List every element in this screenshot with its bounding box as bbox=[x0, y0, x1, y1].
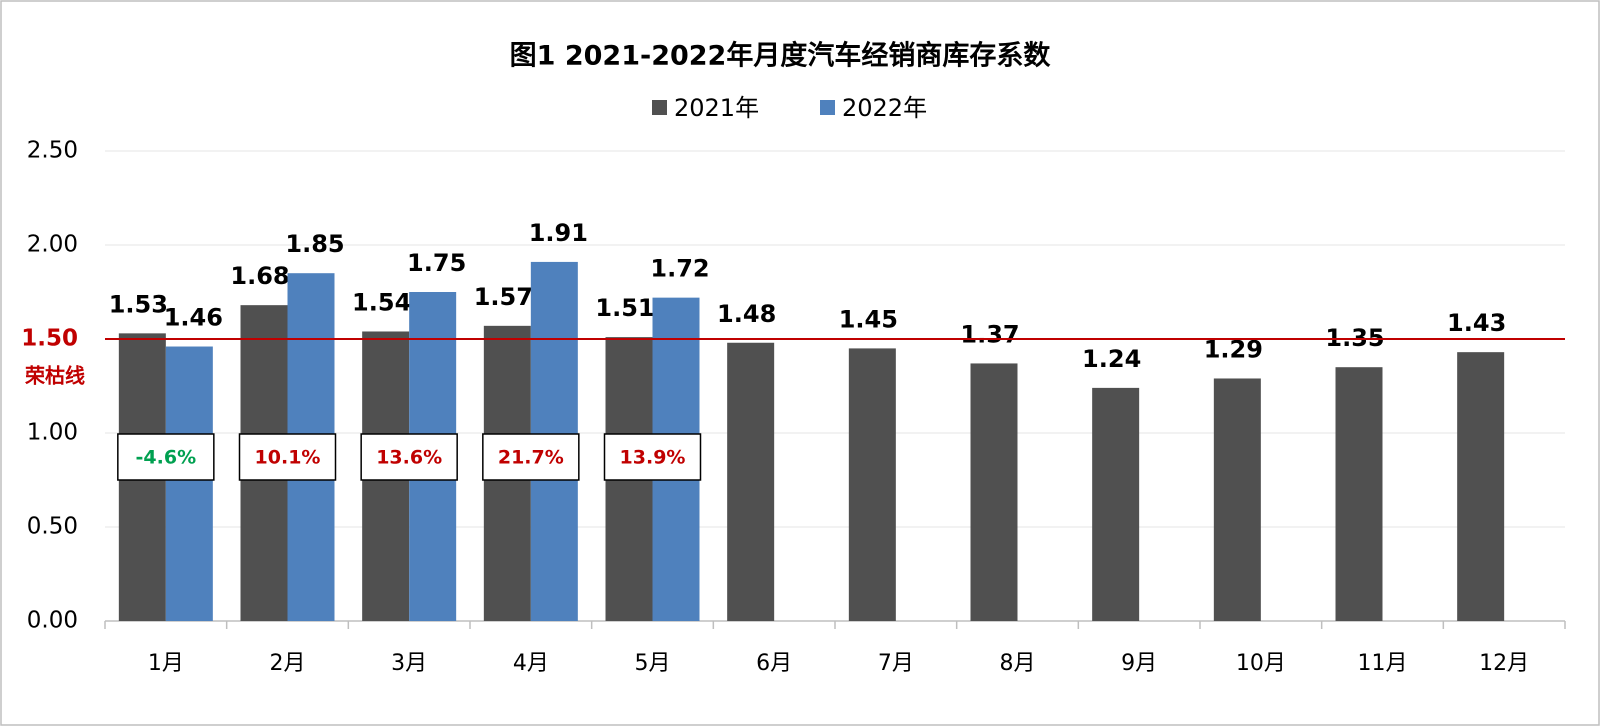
x-tick-label: 4月 bbox=[513, 651, 549, 676]
bar bbox=[848, 348, 896, 621]
bar bbox=[727, 342, 775, 621]
data-label: 1.57 bbox=[474, 283, 533, 311]
change-box bbox=[117, 433, 215, 481]
bar bbox=[1335, 367, 1383, 621]
change-box bbox=[482, 433, 580, 481]
bar bbox=[1457, 352, 1505, 621]
y-tick-label: 0.50 bbox=[27, 514, 78, 540]
change-box bbox=[238, 433, 337, 481]
x-tick-label: 10月 bbox=[1236, 651, 1286, 676]
x-tick-label: 7月 bbox=[878, 651, 914, 676]
legend-swatch bbox=[652, 100, 667, 115]
x-tick-label: 12月 bbox=[1479, 651, 1529, 676]
chart-title: 图1 2021-2022年月度汽车经销商库存系数 bbox=[510, 40, 1052, 72]
change-label: 10.1% bbox=[255, 447, 321, 469]
x-tick-label: 9月 bbox=[1121, 651, 1157, 676]
data-label: 1.51 bbox=[595, 294, 654, 322]
data-label: 1.37 bbox=[960, 320, 1019, 348]
data-label: 1.75 bbox=[407, 249, 466, 277]
x-tick-label: 8月 bbox=[1000, 651, 1036, 676]
bar bbox=[970, 363, 1018, 621]
x-tick-label: 2月 bbox=[270, 651, 306, 676]
y-tick-label: 1.50 bbox=[21, 326, 78, 352]
data-label: 1.53 bbox=[109, 290, 168, 318]
change-box bbox=[360, 433, 458, 481]
change-label: -4.6% bbox=[136, 447, 197, 469]
data-label: 1.85 bbox=[285, 230, 344, 258]
change-box bbox=[603, 433, 702, 481]
legend-swatch bbox=[820, 100, 835, 115]
y-tick-label: 2.00 bbox=[27, 232, 78, 258]
data-label: 1.54 bbox=[352, 288, 411, 316]
data-label: 1.45 bbox=[839, 305, 898, 333]
x-tick-label: 3月 bbox=[391, 651, 427, 676]
change-label: 13.6% bbox=[376, 447, 442, 469]
change-label: 21.7% bbox=[498, 447, 564, 469]
bar bbox=[1213, 378, 1261, 621]
legend-label: 2022年 bbox=[842, 94, 927, 122]
data-label: 1.48 bbox=[717, 300, 776, 328]
change-label: 13.9% bbox=[620, 447, 686, 469]
data-label: 1.24 bbox=[1082, 345, 1141, 373]
x-tick-label: 11月 bbox=[1358, 651, 1408, 676]
bar bbox=[1092, 387, 1140, 621]
data-label: 1.29 bbox=[1204, 335, 1263, 363]
data-label: 1.68 bbox=[230, 262, 289, 290]
bar bbox=[165, 346, 213, 621]
data-label: 1.46 bbox=[164, 304, 223, 332]
data-label: 1.43 bbox=[1447, 309, 1506, 337]
x-tick-label: 5月 bbox=[635, 651, 671, 676]
data-label: 1.91 bbox=[529, 219, 588, 247]
x-tick-label: 6月 bbox=[756, 651, 792, 676]
y-tick-label: 1.00 bbox=[27, 420, 78, 446]
reference-label: 荣枯线 bbox=[24, 364, 85, 388]
y-tick-label: 0.00 bbox=[27, 608, 78, 634]
x-tick-label: 1月 bbox=[148, 651, 184, 676]
y-tick-label: 2.50 bbox=[27, 138, 78, 164]
legend-label: 2021年 bbox=[674, 94, 759, 122]
data-label: 1.72 bbox=[650, 255, 709, 283]
